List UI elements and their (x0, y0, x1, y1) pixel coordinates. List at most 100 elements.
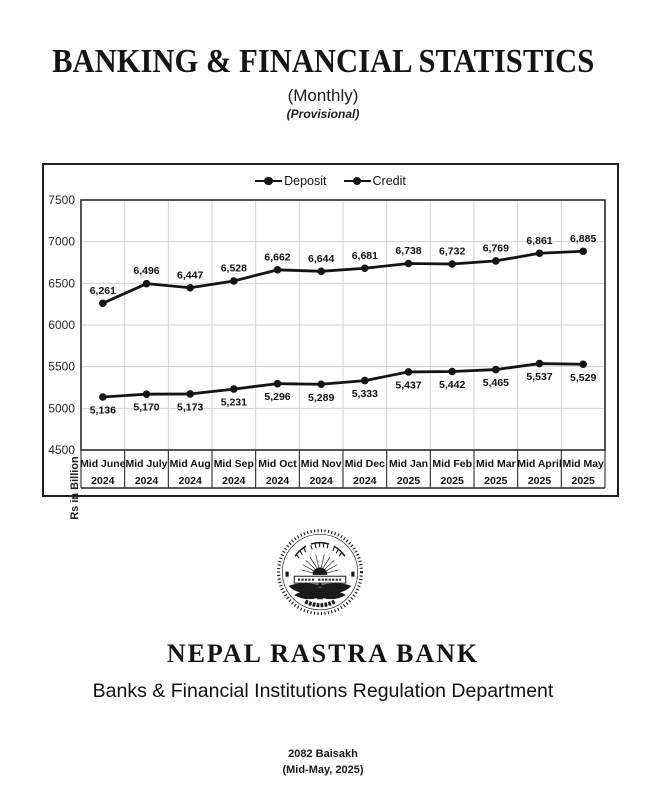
credit-point (404, 368, 413, 376)
y-tick-label: 7000 (48, 235, 75, 249)
x-tick-year: 2024 (91, 475, 115, 487)
page-title-text: BANKING & FINANCIAL STATISTICS (51, 43, 595, 80)
deposit-data-label: 6,732 (439, 246, 465, 258)
page-subtitle: (Monthly) (287, 86, 359, 105)
x-tick-year: 2025 (397, 475, 421, 487)
x-tick-year: 2024 (178, 475, 202, 487)
x-tick-month: Mid Jan (389, 458, 428, 470)
deposit-point (142, 279, 151, 288)
credit-point (230, 385, 238, 393)
credit-data-label: 5,289 (308, 392, 334, 404)
deposit-data-label: 6,662 (264, 251, 290, 263)
credit-point (186, 390, 194, 398)
deposit-line-marker-icon (255, 176, 283, 186)
x-tick-year: 2024 (135, 475, 159, 487)
y-tick-label: 4500 (48, 443, 75, 457)
x-tick-month: Mid Mar (476, 458, 516, 470)
department-name: Banks & Financial Institutions Regulatio… (92, 680, 554, 702)
credit-point (273, 379, 282, 388)
deposit-point (99, 299, 107, 308)
date-nepali: 2082 Baisakh (288, 748, 358, 760)
y-tick-label: 5500 (48, 360, 75, 374)
x-tick-year: 2024 (222, 475, 246, 487)
y-tick-label: 6000 (48, 318, 75, 332)
x-tick-year: 2024 (353, 475, 377, 487)
credit-point (142, 390, 151, 398)
date-english: (Mid-May, 2025) (282, 764, 364, 776)
deposit-point (535, 249, 544, 258)
credit-point (361, 376, 369, 385)
deposit-data-label: 6,528 (221, 263, 247, 275)
deposit-point (492, 257, 500, 265)
credit-point (448, 367, 456, 376)
deposit-data-label: 6,447 (177, 269, 203, 281)
x-tick-year: 2025 (528, 475, 552, 487)
credit-data-label: 5,136 (90, 405, 116, 417)
y-tick-label: 5000 (48, 401, 75, 415)
deposit-point (579, 247, 587, 256)
deposit-data-label: 6,644 (308, 253, 334, 265)
deposit-point (448, 260, 456, 268)
x-tick-month: Mid Dec (345, 458, 385, 470)
credit-data-label: 5,333 (352, 388, 378, 400)
credit-line-marker-icon (343, 176, 371, 186)
credit-data-label: 5,170 (133, 402, 159, 414)
x-tick-month: Mid Sep (214, 458, 254, 470)
deposit-data-label: 6,261 (90, 285, 116, 297)
deposit-point (230, 277, 238, 285)
credit-data-label: 5,173 (177, 401, 203, 413)
x-tick-year: 2025 (484, 475, 508, 487)
deposit-data-label: 6,885 (570, 233, 596, 245)
credit-point (317, 380, 325, 389)
credit-point (492, 365, 500, 374)
legend-item-credit: Credit (343, 174, 406, 188)
credit-data-label: 5,296 (264, 391, 290, 403)
nepal-rastra-bank-seal-icon (277, 529, 363, 616)
legend-item-deposit: Deposit (255, 174, 327, 188)
deposit-point (317, 267, 325, 276)
x-tick-month: Mid May (562, 458, 604, 470)
deposit-data-label: 6,681 (352, 250, 378, 262)
deposit-point (404, 259, 413, 268)
provisional-note: (Provisional) (286, 107, 360, 121)
x-tick-month: Mid Feb (432, 458, 472, 470)
credit-data-label: 5,442 (439, 379, 465, 391)
page-title: BANKING & FINANCIAL STATISTICS (0, 45, 646, 79)
bank-name: NEPAL RASTRA BANK (166, 639, 480, 668)
legend-label-deposit: Deposit (284, 174, 327, 188)
x-tick-year: 2024 (266, 475, 290, 487)
y-tick-label: 6500 (48, 276, 75, 290)
x-tick-month: Mid April (517, 458, 562, 470)
credit-point (535, 359, 544, 368)
deposit-data-label: 6,496 (133, 265, 159, 277)
credit-data-label: 5,529 (570, 372, 596, 384)
x-tick-month: Mid Nov (301, 458, 342, 470)
chart-outer-border (42, 163, 619, 497)
credit-data-label: 5,537 (526, 371, 552, 383)
x-tick-month: Mid June (80, 458, 126, 470)
x-tick-month: Mid Aug (170, 458, 211, 470)
deposit-point (186, 283, 194, 292)
deposit-point (361, 264, 369, 273)
y-axis-title: Rs in Billion (69, 456, 81, 520)
deposit-data-label: 6,738 (395, 245, 421, 257)
y-tick-label: 7500 (48, 193, 75, 207)
x-tick-year: 2024 (309, 475, 333, 487)
credit-point (579, 360, 587, 369)
chart-svg: 7500 7000 6500 6000 5500 5000 4500 Mid June 2024… (42, 163, 619, 497)
deposit-data-label: 6,861 (526, 235, 552, 247)
x-tick-year: 2025 (440, 475, 464, 487)
credit-data-label: 5,231 (221, 397, 247, 409)
credit-data-label: 5,437 (395, 379, 421, 391)
chart-area: 7500 7000 6500 6000 5500 5000 4500 Mid June 2024… (42, 163, 619, 520)
x-tick-month: Mid Oct (258, 458, 297, 470)
deposit-point (273, 266, 282, 274)
deposit-line (102, 249, 584, 305)
deposit-data-label: 6,769 (483, 242, 509, 254)
x-tick-month: Mid July (125, 458, 167, 470)
credit-line (102, 362, 584, 399)
legend-label-credit: Credit (372, 174, 406, 188)
x-tick-year: 2025 (571, 475, 595, 487)
credit-data-label: 5,465 (483, 377, 509, 389)
